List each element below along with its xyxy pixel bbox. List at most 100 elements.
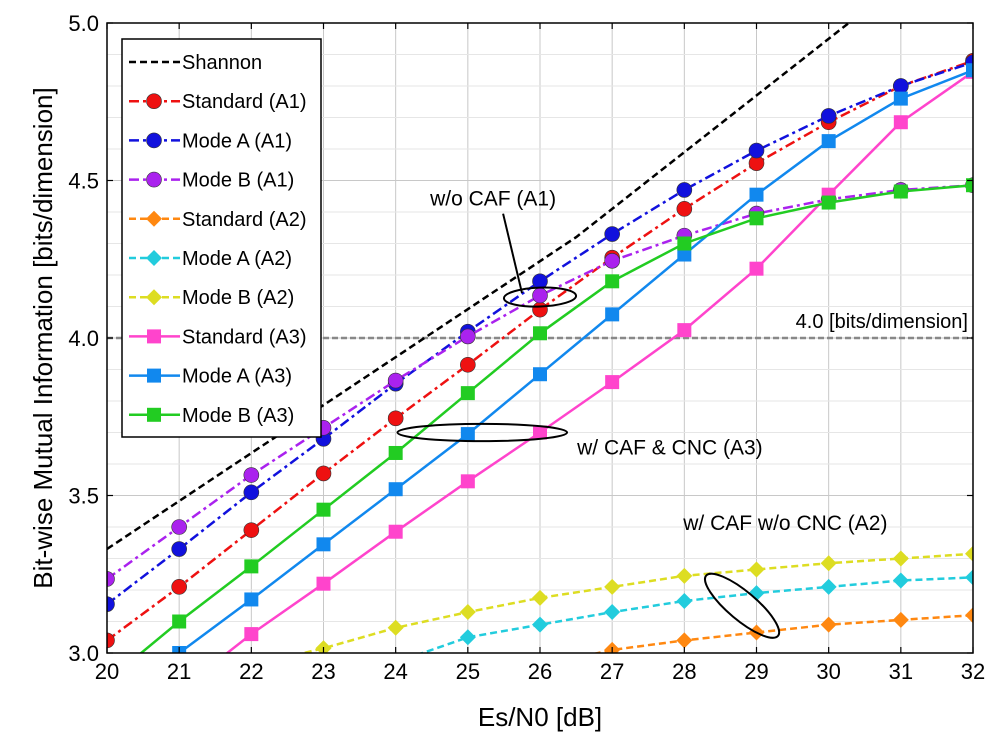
data-point-mode-a-a3: [533, 367, 547, 382]
data-point-mode-a-a1: [604, 226, 620, 242]
legend-label: Mode B (A2): [182, 287, 294, 309]
data-point-standard-a3: [749, 261, 764, 276]
data-point-mode-b-a1: [604, 253, 620, 269]
data-point-standard-a3: [172, 684, 186, 698]
data-point-standard-a3: [316, 576, 331, 591]
data-point-standard-a1: [107, 632, 115, 649]
annotation-ellipse-0: [502, 286, 578, 308]
data-point-mode-b-a3: [821, 195, 836, 210]
data-point-mode-b-a3: [388, 445, 403, 460]
legend-item-mode-b-a2: Mode B (A2): [129, 287, 294, 309]
data-point-mode-b-a2: [532, 589, 548, 606]
data-point-standard-a2: [676, 632, 693, 649]
legend-swatch-marker: [147, 329, 161, 344]
legend-label: Standard (A2): [182, 209, 307, 231]
data-point-mode-a-a1: [748, 142, 765, 159]
data-point-mode-b-a1: [387, 372, 404, 389]
data-point-mode-a-a2: [604, 604, 621, 621]
annotations: w/o CAF (A1) w/ CAF & CNC (A3) w/ CAF w/o …: [396, 188, 887, 639]
data-point-standard-a3: [244, 627, 259, 642]
data-point-standard-a1: [315, 465, 332, 482]
data-point-mode-a-a3: [605, 307, 620, 322]
data-point-standard-a1: [171, 579, 187, 595]
legend-swatch-marker: [146, 132, 162, 149]
legend-item-mode-b-a3: Mode B (A3): [129, 405, 294, 427]
series-line-shannon: [107, 23, 851, 551]
data-point-standard-a2: [965, 607, 973, 624]
data-point-mode-a-a3: [893, 91, 908, 106]
legend-label: Mode B (A1): [182, 170, 294, 192]
legend-swatch-marker: [147, 407, 161, 422]
data-point-standard-a3: [893, 115, 908, 130]
data-point-mode-a-a3: [388, 482, 403, 497]
data-point-standard-a3: [677, 323, 692, 338]
data-point-mode-b-a1: [171, 519, 187, 535]
x-tick-label: 24: [383, 659, 407, 684]
data-point-mode-b-a2: [820, 555, 837, 572]
data-point-mode-a-a2: [965, 569, 973, 586]
data-point-mode-a-a2: [892, 572, 909, 589]
legend-swatch-marker: [146, 250, 162, 266]
data-point-standard-a3: [533, 425, 547, 440]
x-axis-label: Es/N0 [dB]: [478, 702, 602, 732]
data-point-mode-b-a2: [676, 567, 693, 584]
data-point-standard-a1: [676, 201, 693, 217]
legend-swatch-marker: [146, 289, 162, 306]
x-tick-label: 28: [672, 659, 696, 684]
legend-label: Shannon: [182, 52, 262, 74]
data-point-standard-a3: [605, 375, 620, 390]
data-point-mode-a-a2: [532, 616, 548, 633]
series-mode-a-a1: [107, 54, 973, 612]
data-point-mode-b-a3: [966, 178, 973, 193]
legend-item-standard-a2: Standard (A2): [129, 209, 307, 231]
data-point-mode-b-a2: [892, 550, 909, 567]
data-point-mode-b-a1: [107, 571, 115, 587]
data-point-mode-b-a2: [387, 619, 404, 636]
x-tick-label: 30: [816, 659, 840, 684]
data-point-standard-a1: [460, 356, 476, 373]
series-mode-a-a3: [172, 63, 973, 653]
series-mode-b-a2: [298, 545, 973, 653]
legend-label: Mode A (A3): [182, 366, 292, 388]
data-point-mode-a-a1: [820, 108, 837, 124]
reference-line-label: 4.0 [bits/dimension]: [796, 311, 968, 333]
x-tick-label: 27: [600, 659, 624, 684]
data-point-mode-a-a3: [821, 134, 836, 149]
legend-item-standard-a1: Standard (A1): [129, 91, 307, 113]
x-tick-label: 22: [239, 659, 263, 684]
annotation-ellipse-1: [396, 422, 569, 443]
data-point-mode-a-a2: [459, 629, 476, 646]
data-point-mode-a-a1: [171, 541, 187, 557]
legend-label: Mode A (A1): [182, 130, 292, 152]
annotation-label-0: w/o CAF (A1): [429, 188, 556, 211]
data-point-mode-b-a2: [748, 561, 765, 578]
data-point-mode-b-a3: [244, 559, 259, 574]
data-point-standard-a1: [387, 410, 404, 427]
x-tick-label: 23: [311, 659, 335, 684]
legend-label: Mode B (A3): [182, 405, 294, 427]
data-point-mode-b-a3: [677, 236, 692, 251]
data-point-mode-a-a2: [820, 578, 837, 595]
y-tick-label: 4.5: [68, 169, 99, 194]
legend-swatch-marker: [146, 93, 162, 109]
x-tick-label: 29: [744, 659, 768, 684]
data-point-mode-a-a3: [966, 63, 973, 78]
data-point-mode-a-a3: [677, 247, 692, 262]
x-tick-label: 21: [167, 659, 191, 684]
data-point-mode-b-a3: [533, 326, 547, 341]
annotation-leader-0: [502, 213, 523, 294]
data-point-standard-a1: [532, 301, 548, 318]
legend: Shannon Standard (A1) Mode A (A1) Mode B (A…: [121, 38, 322, 438]
data-point-mode-b-a1: [243, 467, 260, 483]
data-point-mode-b-a2: [604, 578, 621, 595]
data-point-mode-a-a1: [107, 596, 115, 612]
data-point-mode-a-a3: [244, 592, 259, 607]
annotation-label-1: w/ CAF & CNC (A3): [576, 437, 763, 460]
data-point-mode-b-a3: [460, 386, 475, 401]
data-point-standard-a2: [820, 616, 837, 633]
legend-item-mode-a-a2: Mode A (A2): [129, 248, 292, 270]
series-line-mode-a-a2: [418, 576, 973, 653]
data-point-mode-b-a2: [459, 604, 476, 621]
legend-label: Mode A (A2): [182, 248, 292, 270]
